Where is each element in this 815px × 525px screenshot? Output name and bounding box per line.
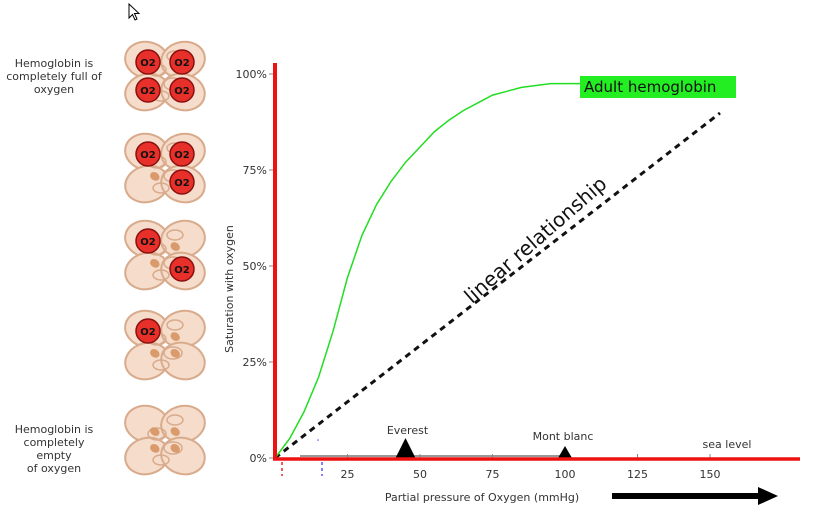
oxygen-bound-heme xyxy=(135,228,161,254)
oxygen-label: O2 xyxy=(140,86,156,97)
y-tick-label: 75% xyxy=(243,164,267,177)
chart-area: 0% 25% 50% 75% 100% 25 50 75 100 125 150 Partial pr… xyxy=(223,63,800,505)
oxygen-label: O2 xyxy=(174,178,190,189)
protein-fold xyxy=(152,359,170,371)
oxygen-label: O2 xyxy=(174,265,190,276)
empty-heme-site xyxy=(150,444,160,453)
hemoglobin-empty-line-3: of oxygen xyxy=(26,462,82,475)
hemoglobin-molecule: O2 O2 O2 xyxy=(124,132,206,204)
x-axis-title: Partial pressure of Oxygen (mmHg) xyxy=(385,491,579,504)
mont-blanc-marker xyxy=(558,446,572,458)
hemoglobin-empty-label: Hemoglobin is completely empty of oxygen xyxy=(6,423,102,475)
hemoglobin-molecule: O2 O2 xyxy=(124,219,206,291)
x-tick-label: 150 xyxy=(700,468,721,481)
hemoglobin-full-line-2: completely full of xyxy=(6,70,102,83)
oxygen-bound-heme xyxy=(135,77,161,103)
hemoglobin-full-label: Hemoglobin is completely full of oxygen xyxy=(6,57,102,96)
oxygen-bound-heme xyxy=(169,49,195,75)
protein-fold xyxy=(147,427,167,441)
oxygen-bound-heme xyxy=(135,49,161,75)
legend-label: Adult hemoglobin xyxy=(584,78,716,96)
protein-fold xyxy=(166,229,184,241)
protein-fold xyxy=(152,269,170,281)
empty-heme-site xyxy=(170,332,180,341)
x-tick-label: 125 xyxy=(627,468,648,481)
blue-dot xyxy=(317,439,319,441)
empty-heme-site xyxy=(170,444,180,453)
protein-fold xyxy=(166,414,184,426)
oxygen-bound-heme xyxy=(169,256,195,282)
y-tick-label: 100% xyxy=(236,68,267,81)
oxygen-label: O2 xyxy=(140,58,156,69)
oxygen-bound-heme xyxy=(135,141,161,167)
oxygen-bound-heme xyxy=(169,141,195,167)
mouse-cursor-icon xyxy=(128,3,141,21)
oxygen-bound-heme xyxy=(169,77,195,103)
protein-fold xyxy=(163,346,183,360)
empty-heme-site xyxy=(170,427,180,436)
everest-label: Everest xyxy=(387,424,429,437)
empty-heme-site xyxy=(150,349,160,358)
oxygen-label: O2 xyxy=(174,150,190,161)
x-tick-label: 75 xyxy=(486,468,500,481)
linear-relationship-label: linear relationship xyxy=(459,171,611,308)
oxygen-label: O2 xyxy=(174,86,190,97)
y-axis-title: Saturation with oxygen xyxy=(223,225,236,353)
hemoglobin-molecule xyxy=(124,404,206,476)
protein-fold xyxy=(163,441,183,455)
y-tick-label: 0% xyxy=(250,452,267,465)
arrow-shaft xyxy=(612,493,760,499)
oxygen-label: O2 xyxy=(140,327,156,338)
hemoglobin-empty-line-2: completely empty xyxy=(23,436,85,462)
protein-fold xyxy=(152,454,170,466)
oxygen-bound-heme xyxy=(135,318,161,344)
hemoglobin-full-line-3: oxygen xyxy=(33,83,75,96)
protein-fold xyxy=(152,182,170,194)
empty-heme-site xyxy=(170,349,180,358)
protein-fold xyxy=(166,319,184,331)
empty-heme-site xyxy=(170,242,180,251)
y-tick-label: 50% xyxy=(243,260,267,273)
oxygen-label: O2 xyxy=(174,58,190,69)
hemoglobin-empty-line-1: Hemoglobin is xyxy=(14,423,94,436)
adult-hemoglobin-curve xyxy=(274,82,565,459)
legend-box xyxy=(580,76,736,98)
hemoglobin-molecule: O2 O2 O2 O2 xyxy=(124,40,206,112)
y-tick-label: 25% xyxy=(243,356,267,369)
hemoglobin-full-line-1: Hemoglobin is xyxy=(14,57,94,70)
empty-heme-site xyxy=(150,259,160,268)
empty-heme-site xyxy=(150,172,160,181)
oxygen-label: O2 xyxy=(140,237,156,248)
mont-blanc-label: Mont blanc xyxy=(533,430,594,443)
oxygen-bound-heme xyxy=(169,169,195,195)
sea-level-label: sea level xyxy=(703,438,752,451)
arrow-head-icon xyxy=(758,487,778,505)
oxygen-label: O2 xyxy=(140,150,156,161)
x-tick-label: 25 xyxy=(341,468,355,481)
x-tick-label: 100 xyxy=(555,468,576,481)
x-tick-label: 50 xyxy=(413,468,427,481)
hemoglobin-molecule: O2 xyxy=(124,309,206,381)
empty-heme-site xyxy=(150,427,160,436)
linear-relationship-line xyxy=(274,111,721,460)
everest-marker xyxy=(395,438,416,458)
